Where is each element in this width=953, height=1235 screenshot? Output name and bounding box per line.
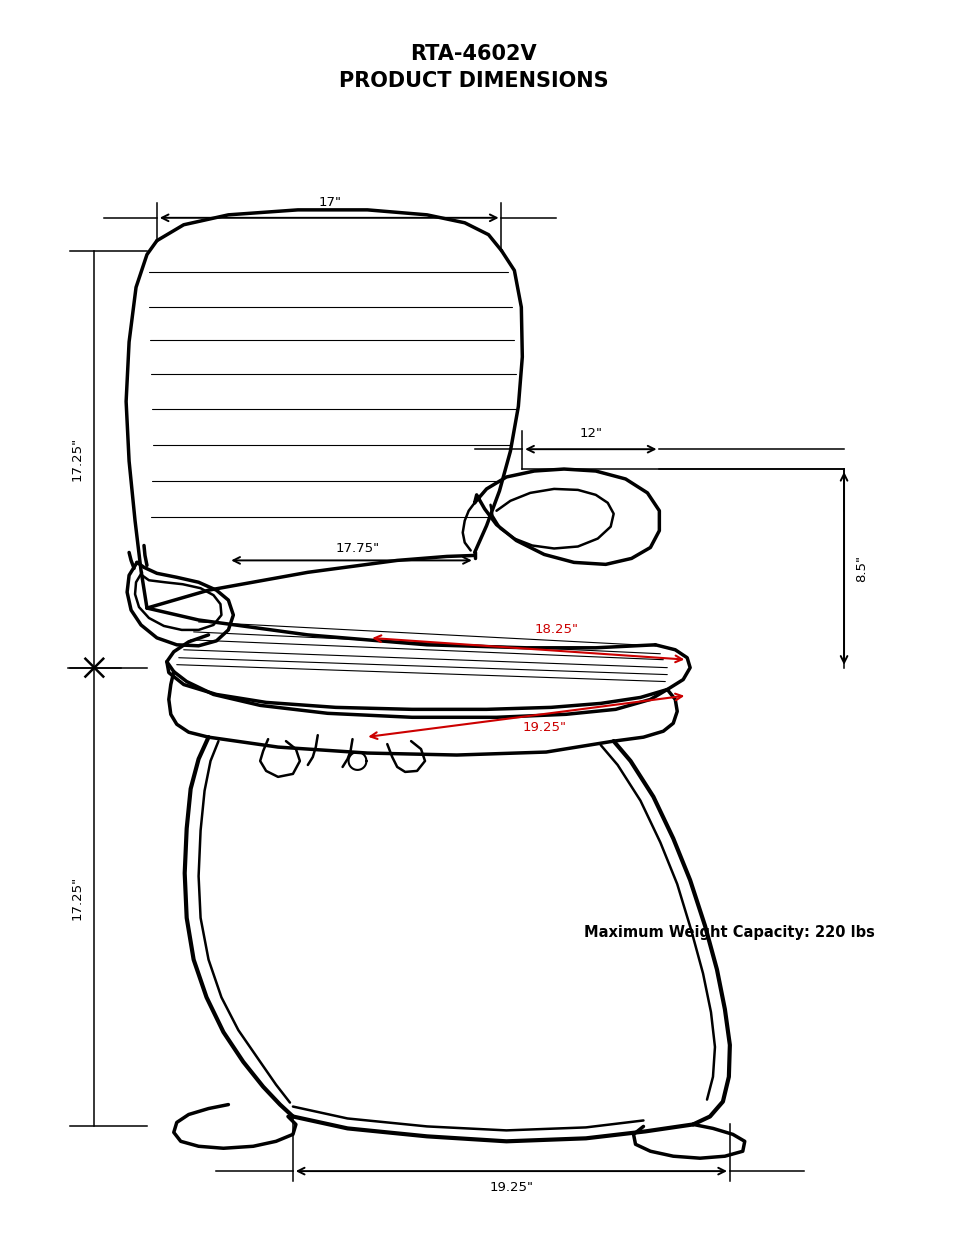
Text: 18.25": 18.25" bbox=[534, 624, 578, 636]
Text: 17.75": 17.75" bbox=[335, 542, 379, 555]
Text: 19.25": 19.25" bbox=[521, 721, 565, 734]
Text: 17.25": 17.25" bbox=[71, 437, 84, 482]
Text: 12": 12" bbox=[578, 427, 601, 440]
Text: PRODUCT DIMENSIONS: PRODUCT DIMENSIONS bbox=[338, 70, 608, 91]
Text: 19.25": 19.25" bbox=[489, 1182, 533, 1194]
Text: 17.25": 17.25" bbox=[71, 876, 84, 920]
Text: Maximum Weight Capacity: 220 lbs: Maximum Weight Capacity: 220 lbs bbox=[583, 925, 874, 940]
Text: RTA-4602V: RTA-4602V bbox=[410, 44, 537, 64]
Text: 8.5": 8.5" bbox=[855, 555, 867, 582]
Text: 17": 17" bbox=[318, 196, 341, 210]
